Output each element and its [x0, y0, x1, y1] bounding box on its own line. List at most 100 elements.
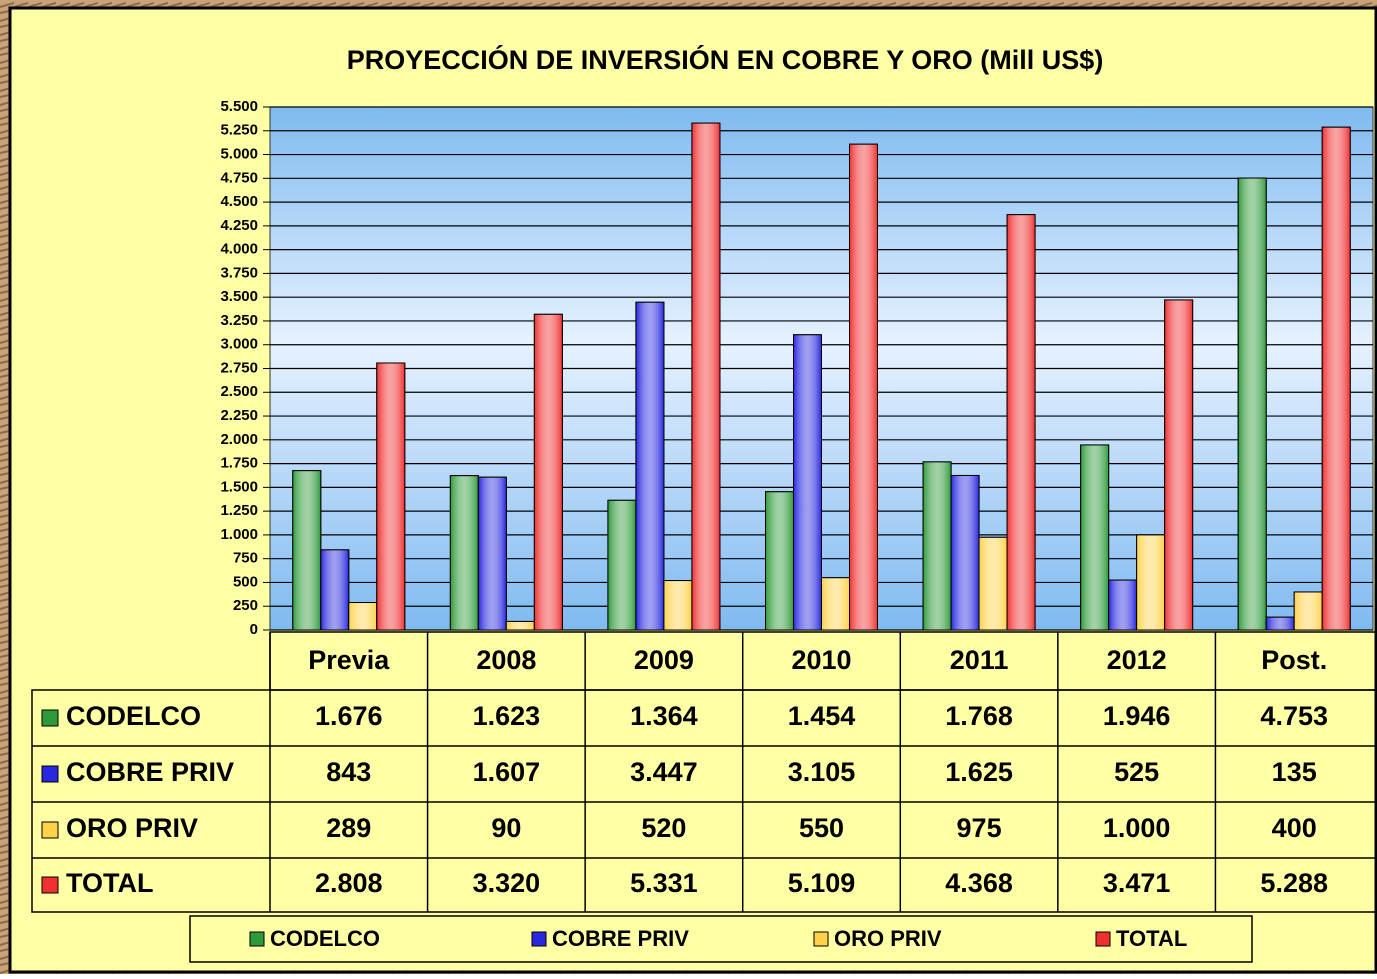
- x-tick-label: 2012: [1107, 645, 1167, 675]
- y-tick-label: 750: [233, 550, 258, 567]
- table-value: 289: [326, 813, 371, 843]
- bar-shine: [849, 143, 878, 631]
- bar-shine: [691, 122, 721, 631]
- table-key: [41, 876, 59, 894]
- table-value: 1.946: [1103, 701, 1171, 731]
- bar-shine: [505, 620, 535, 631]
- bar-shine: [477, 476, 507, 631]
- y-tick-label: 2.750: [220, 359, 258, 376]
- bar-shine: [1136, 534, 1166, 631]
- bar-shine: [292, 470, 322, 631]
- y-tick-label: 5.250: [220, 122, 258, 139]
- table-value: 5.109: [788, 868, 856, 898]
- table-value: 135: [1272, 757, 1317, 787]
- y-tick-label: 5.500: [220, 98, 258, 115]
- bar-shine: [1237, 177, 1267, 631]
- bar-shine: [1321, 126, 1351, 631]
- bar-shine: [793, 334, 822, 631]
- bar-shine: [821, 577, 850, 631]
- table-value: 4.753: [1260, 701, 1328, 731]
- y-tick-label: 0: [250, 621, 258, 638]
- table-row-label: TOTAL: [66, 868, 154, 898]
- y-tick-label: 1.500: [220, 478, 258, 495]
- legend-key: [1095, 931, 1111, 947]
- x-tick-label: Previa: [308, 645, 390, 675]
- y-tick-label: 5.000: [220, 146, 258, 163]
- bar-shine: [950, 474, 980, 631]
- table-value: 843: [326, 757, 371, 787]
- y-tick-label: 4.000: [220, 241, 258, 258]
- table-value: 1.623: [473, 701, 541, 731]
- y-tick-label: 1.750: [220, 455, 258, 472]
- y-tick-label: 1.000: [220, 526, 258, 543]
- table-value: 1.000: [1103, 813, 1171, 843]
- table-value: 550: [799, 813, 844, 843]
- bar-shine: [449, 475, 479, 631]
- legend-label: TOTAL: [1116, 926, 1187, 951]
- table-value: 2.808: [315, 868, 383, 898]
- y-tick-label: 2.500: [220, 383, 258, 400]
- bar-shine: [1293, 591, 1323, 631]
- y-tick-label: 4.250: [220, 217, 258, 234]
- chart-title: PROYECCIÓN DE INVERSIÓN EN COBRE Y ORO (…: [347, 44, 1104, 75]
- table-value: 4.368: [945, 868, 1013, 898]
- table-value: 400: [1272, 813, 1317, 843]
- table-value: 1.676: [315, 701, 383, 731]
- y-tick-label: 250: [233, 597, 258, 614]
- bar-shine: [663, 580, 693, 631]
- table-value: 1.625: [945, 757, 1013, 787]
- legend-key: [531, 931, 547, 947]
- table-key: [41, 765, 59, 783]
- table-value: 520: [641, 813, 686, 843]
- bar-shine: [320, 549, 350, 631]
- y-tick-label: 3.750: [220, 264, 258, 281]
- table-key: [41, 821, 59, 839]
- x-tick-label: 2010: [791, 645, 851, 675]
- x-tick-label: Post.: [1261, 645, 1327, 675]
- table-key: [41, 709, 59, 727]
- legend-key: [249, 931, 265, 947]
- bar-shine: [533, 313, 563, 631]
- bar-shine: [978, 536, 1008, 631]
- table-value: 90: [491, 813, 521, 843]
- table-row-label: COBRE PRIV: [66, 757, 234, 787]
- y-tick-label: 3.500: [220, 288, 258, 305]
- y-tick-label: 500: [233, 573, 258, 590]
- legend-label: COBRE PRIV: [552, 926, 689, 951]
- y-tick-label: 4.500: [220, 193, 258, 210]
- table-value: 525: [1114, 757, 1159, 787]
- y-tick-label: 4.750: [220, 169, 258, 186]
- table-value: 5.288: [1260, 868, 1328, 898]
- y-tick-label: 1.250: [220, 502, 258, 519]
- legend-key: [813, 931, 829, 947]
- table-value: 975: [957, 813, 1002, 843]
- y-tick-label: 3.250: [220, 312, 258, 329]
- table-value: 3.320: [473, 868, 541, 898]
- table-value: 1.607: [473, 757, 541, 787]
- table-value: 1.768: [945, 701, 1013, 731]
- bar-shine: [1108, 579, 1138, 631]
- table-value: 3.447: [630, 757, 698, 787]
- bar-shine: [922, 461, 952, 631]
- legend-box: [189, 915, 1253, 963]
- table-value: 1.454: [788, 701, 856, 731]
- y-tick-label: 3.000: [220, 336, 258, 353]
- bar-shine: [635, 301, 665, 631]
- bar-shine: [348, 602, 378, 631]
- bar-shine: [607, 499, 637, 631]
- bar-shine: [376, 362, 406, 631]
- legend-label: ORO PRIV: [834, 926, 942, 951]
- table-row-label: ORO PRIV: [66, 813, 198, 843]
- table-value: 3.105: [788, 757, 856, 787]
- table-value: 1.364: [630, 701, 698, 731]
- bar-shine: [1080, 444, 1110, 631]
- y-tick-label: 2.000: [220, 431, 258, 448]
- table-value: 3.471: [1103, 868, 1171, 898]
- table-row-label: CODELCO: [66, 701, 201, 731]
- bar-shine: [1265, 616, 1295, 631]
- bar-shine: [765, 491, 794, 631]
- bar-shine: [1006, 214, 1036, 631]
- table-value: 5.331: [630, 868, 698, 898]
- y-tick-label: 2.250: [220, 407, 258, 424]
